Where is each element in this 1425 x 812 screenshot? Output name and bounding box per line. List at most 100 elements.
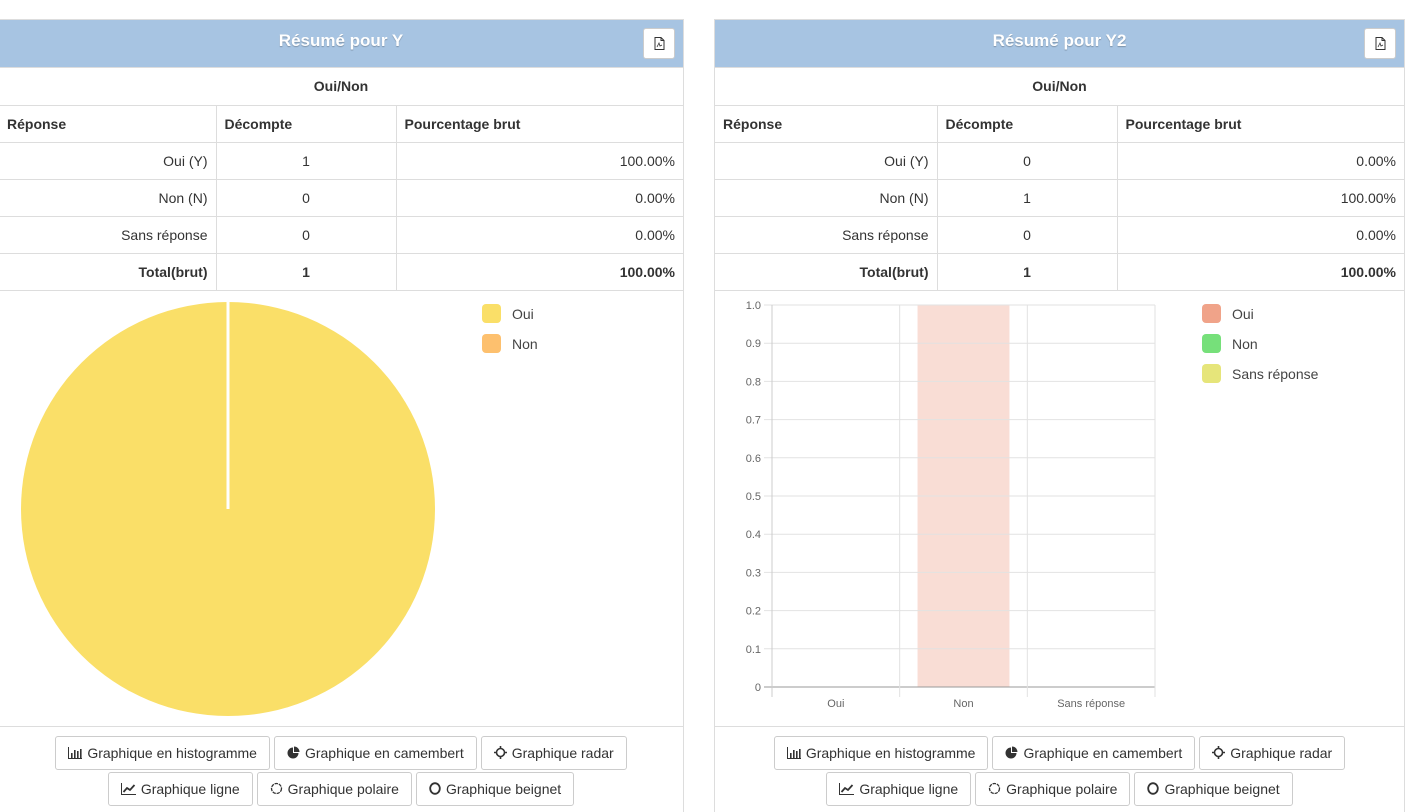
button-label: Graphique en camembert <box>1023 744 1183 761</box>
table-row: Non (N) 0 0.00% <box>0 178 683 216</box>
export-pdf-button[interactable] <box>643 28 675 59</box>
legend-label: Non <box>512 335 538 352</box>
total-percent: 100.00% <box>1116 252 1404 291</box>
panel-header: Résumé pour Y2 <box>715 20 1404 68</box>
response-count: 0 <box>936 215 1117 253</box>
doughnut-icon <box>429 782 441 795</box>
doughnut-icon <box>1147 782 1160 795</box>
pie-chart <box>21 301 435 716</box>
pie-chart-area: Oui Non <box>0 291 683 727</box>
polar-chart-button[interactable]: Graphique polaire <box>256 771 412 806</box>
line-chart-button[interactable]: Graphique ligne <box>107 771 253 806</box>
total-row: Total(brut) 1 100.00% <box>0 252 683 291</box>
response-percent: 100.00% <box>395 141 683 179</box>
panel-title: Résumé pour Y <box>278 31 404 50</box>
bar-chart-icon <box>786 746 801 759</box>
total-label: Total(brut) <box>0 252 216 291</box>
button-label: Graphique ligne <box>859 780 959 797</box>
line-chart-icon <box>120 782 136 795</box>
line-chart-icon <box>839 782 855 795</box>
response-label: Non (N) <box>715 178 937 216</box>
bar-chart: 0 0.1 0.2 0.3 0.4 0.5 0.6 0.7 0.8 0.9 1.0 Oui Non San… <box>746 300 1156 710</box>
y-tick-label: 0.8 <box>746 376 761 388</box>
legend-swatch <box>482 304 501 323</box>
table-row: Non (N) 1 100.00% <box>715 178 1404 216</box>
column-header-percent: Pourcentage brut <box>395 104 683 142</box>
response-percent: 0.00% <box>1116 141 1404 179</box>
total-percent: 100.00% <box>395 252 683 291</box>
table-row: Sans réponse 0 0.00% <box>0 215 683 253</box>
legend-label: Oui <box>512 305 534 322</box>
legend-label: Sans réponse <box>1232 365 1319 382</box>
response-count: 1 <box>215 141 396 179</box>
x-tick-label: Sans réponse <box>1057 698 1125 710</box>
column-header-response: Réponse <box>715 104 937 142</box>
column-header-count: Décompte <box>215 104 396 142</box>
column-header-response: Réponse <box>0 104 216 142</box>
y-tick-label: 0.9 <box>746 338 761 350</box>
y-tick-label: 0.7 <box>746 414 761 426</box>
chart-legend: Oui Non <box>482 299 538 359</box>
radar-chart-button[interactable]: Graphique radar <box>480 735 627 770</box>
bar-chart-icon <box>68 746 83 759</box>
chart-type-buttons: Graphique en histogramme Graphique en ca… <box>715 727 1404 806</box>
button-label: Graphique ligne <box>140 780 240 797</box>
x-tick-label: Oui <box>827 698 844 710</box>
response-percent: 0.00% <box>395 215 683 253</box>
summary-table: Oui/Non Réponse Décompte Pourcentage bru… <box>715 68 1404 291</box>
legend-item-non[interactable]: Non <box>482 329 538 359</box>
y-tick-label: 0.2 <box>746 605 761 617</box>
polar-chart-button[interactable]: Graphique polaire <box>975 771 1131 806</box>
response-label: Oui (Y) <box>715 141 937 179</box>
total-label: Total(brut) <box>715 252 937 291</box>
response-count: 0 <box>936 141 1117 179</box>
total-count: 1 <box>215 252 396 291</box>
pie-chart-icon <box>287 746 300 759</box>
legend-label: Non <box>1232 335 1258 352</box>
column-header-count: Décompte <box>936 104 1117 142</box>
doughnut-chart-button[interactable]: Graphique beignet <box>1134 771 1293 806</box>
panel-header: Résumé pour Y <box>0 20 683 68</box>
button-label: Graphique en histogramme <box>87 744 257 761</box>
x-tick-label: Non <box>953 698 973 710</box>
summary-table: Oui/Non Réponse Décompte Pourcentage bru… <box>0 68 683 291</box>
response-count: 1 <box>936 178 1117 216</box>
summary-panel-y2: Résumé pour Y2 Oui/Non Réponse Décompte … <box>714 19 1405 812</box>
column-header-percent: Pourcentage brut <box>1116 104 1404 142</box>
summary-panel-y: Résumé pour Y Oui/Non Réponse Décompte P… <box>0 19 684 812</box>
legend-item-oui[interactable]: Oui <box>1202 299 1318 329</box>
line-chart-button[interactable]: Graphique ligne <box>826 771 972 806</box>
bar-chart-button[interactable]: Graphique en histogramme <box>55 735 270 770</box>
legend-item-sans-reponse[interactable]: Sans réponse <box>1202 359 1318 389</box>
bar-chart-button[interactable]: Graphique en histogramme <box>773 735 989 770</box>
radar-icon <box>493 746 507 759</box>
total-count: 1 <box>936 252 1117 291</box>
total-row: Total(brut) 1 100.00% <box>715 252 1404 291</box>
y-tick-label: 0.1 <box>746 643 761 655</box>
legend-swatch <box>482 334 501 353</box>
table-row: Oui (Y) 1 100.00% <box>0 141 683 179</box>
response-count: 0 <box>215 215 396 253</box>
button-label: Graphique polaire <box>1006 780 1118 797</box>
legend-swatch <box>1202 364 1221 383</box>
pie-chart-button[interactable]: Graphique en camembert <box>273 735 477 770</box>
question-title: Oui/Non <box>1032 78 1087 95</box>
legend-item-non[interactable]: Non <box>1202 329 1318 359</box>
button-label: Graphique beignet <box>445 780 562 797</box>
legend-label: Oui <box>1232 305 1254 322</box>
response-percent: 100.00% <box>1116 178 1404 216</box>
response-percent: 0.00% <box>1116 215 1404 253</box>
radar-chart-button[interactable]: Graphique radar <box>1199 735 1346 770</box>
table-row: Oui (Y) 0 0.00% <box>715 141 1404 179</box>
legend-item-oui[interactable]: Oui <box>482 299 538 329</box>
doughnut-chart-button[interactable]: Graphique beignet <box>415 771 575 806</box>
export-pdf-button[interactable] <box>1364 28 1396 59</box>
button-label: Graphique beignet <box>1164 780 1280 797</box>
pie-chart-button[interactable]: Graphique en camembert <box>992 735 1196 770</box>
y-tick-label: 0.3 <box>746 567 761 579</box>
polar-icon <box>989 782 1001 795</box>
response-percent: 0.00% <box>395 178 683 216</box>
button-label: Graphique radar <box>1230 744 1333 761</box>
file-pdf-icon <box>1375 37 1385 50</box>
response-label: Oui (Y) <box>0 141 216 179</box>
